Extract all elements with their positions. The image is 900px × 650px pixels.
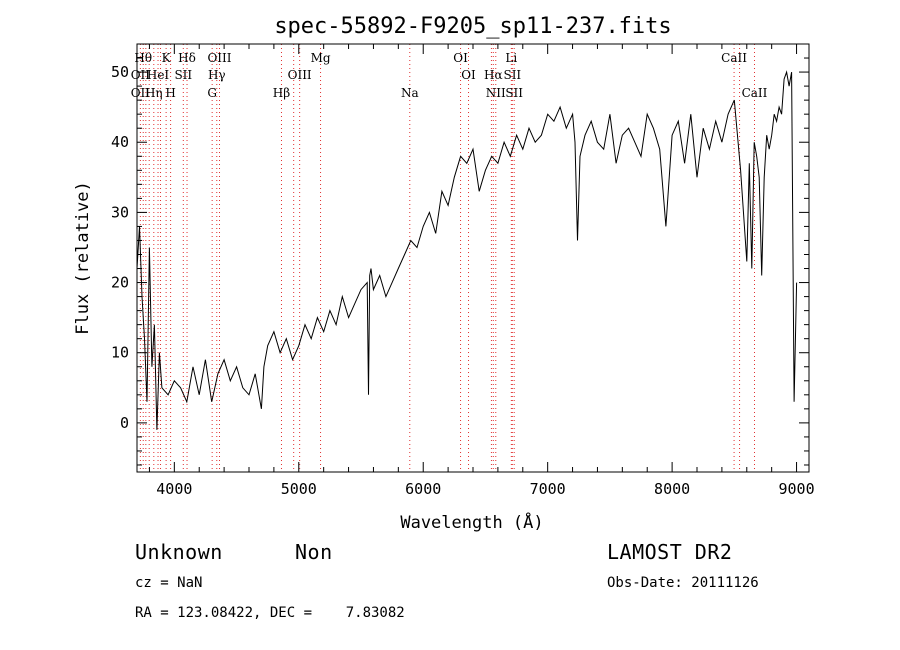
x-tick-label-5000: 5000: [281, 480, 317, 498]
x-axis-ticks: 4000 5000 6000 7000 8000 9000: [148, 44, 815, 498]
spectrum-series: [136, 70, 798, 430]
spectrum-line-0: [136, 70, 798, 430]
line-label-row2-7: SII: [503, 68, 521, 82]
line-label-row1-0: Hθ: [134, 51, 152, 65]
line-label-row2-6: Hα: [484, 68, 503, 82]
object-class: Unknown: [135, 540, 223, 564]
x-tick-label-9000: 9000: [778, 480, 814, 498]
x-tick-label-7000: 7000: [530, 480, 566, 498]
line-label-row3-0: OII: [131, 86, 151, 100]
spectral-line-markers: [139, 44, 755, 472]
line-label-row2-4: OIII: [288, 68, 312, 82]
line-label-row1-2: Hδ: [178, 51, 196, 65]
x-axis-label: Wavelength (Å): [400, 511, 543, 533]
line-label-row2-1: HeI: [147, 68, 170, 82]
line-label-row1-6: Li: [505, 51, 517, 65]
line-label-row3-6: NII: [486, 86, 506, 100]
line-label-row2-2: SII: [174, 68, 192, 82]
line-label-row1-4: Mg: [311, 51, 331, 65]
x-tick-label-8000: 8000: [654, 480, 690, 498]
y-tick-label-30: 30: [111, 203, 129, 221]
line-label-row3-5: Na: [401, 86, 419, 100]
y-tick-label-0: 0: [120, 414, 129, 432]
line-label-row1-5: OI: [453, 51, 468, 65]
line-label-row2-0: OII: [131, 68, 151, 82]
line-label-row2-5: OI: [461, 68, 476, 82]
line-label-row3-8: CaII: [742, 86, 768, 100]
line-label-row1-1: K: [162, 51, 172, 65]
y-axis-label: Flux (relative): [73, 181, 93, 335]
chart-title: spec-55892-F9205_sp11-237.fits: [274, 14, 671, 39]
y-tick-label-20: 20: [111, 274, 129, 292]
survey-name: LAMOST DR2: [607, 540, 733, 564]
line-label-row1-3: OIII: [207, 51, 231, 65]
x-tick-label-6000: 6000: [405, 480, 441, 498]
line-label-row1-7: CaII: [721, 51, 747, 65]
y-axis-ticks: 0 10 20 30 40 50: [111, 43, 809, 466]
line-label-row3-1: Hη: [145, 86, 163, 100]
line-label-row2-3: Hγ: [208, 68, 226, 82]
y-tick-label-40: 40: [111, 133, 129, 151]
object-subclass: Non: [295, 540, 333, 564]
line-label-row3-4: Hβ: [273, 86, 290, 100]
plot-frame: [136, 43, 810, 473]
y-tick-label-50: 50: [111, 63, 129, 81]
line-label-row3-7: SII: [505, 86, 523, 100]
x-tick-label-4000: 4000: [156, 480, 192, 498]
line-label-row3-2: H: [165, 86, 175, 100]
line-label-row3-3: G: [207, 86, 217, 100]
redshift-cz: cz = NaN: [135, 575, 203, 591]
y-tick-label-10: 10: [111, 344, 129, 362]
obs-date: Obs-Date: 20111126: [607, 575, 759, 591]
coordinates: RA = 123.08422, DEC = 7.83082: [135, 605, 405, 621]
